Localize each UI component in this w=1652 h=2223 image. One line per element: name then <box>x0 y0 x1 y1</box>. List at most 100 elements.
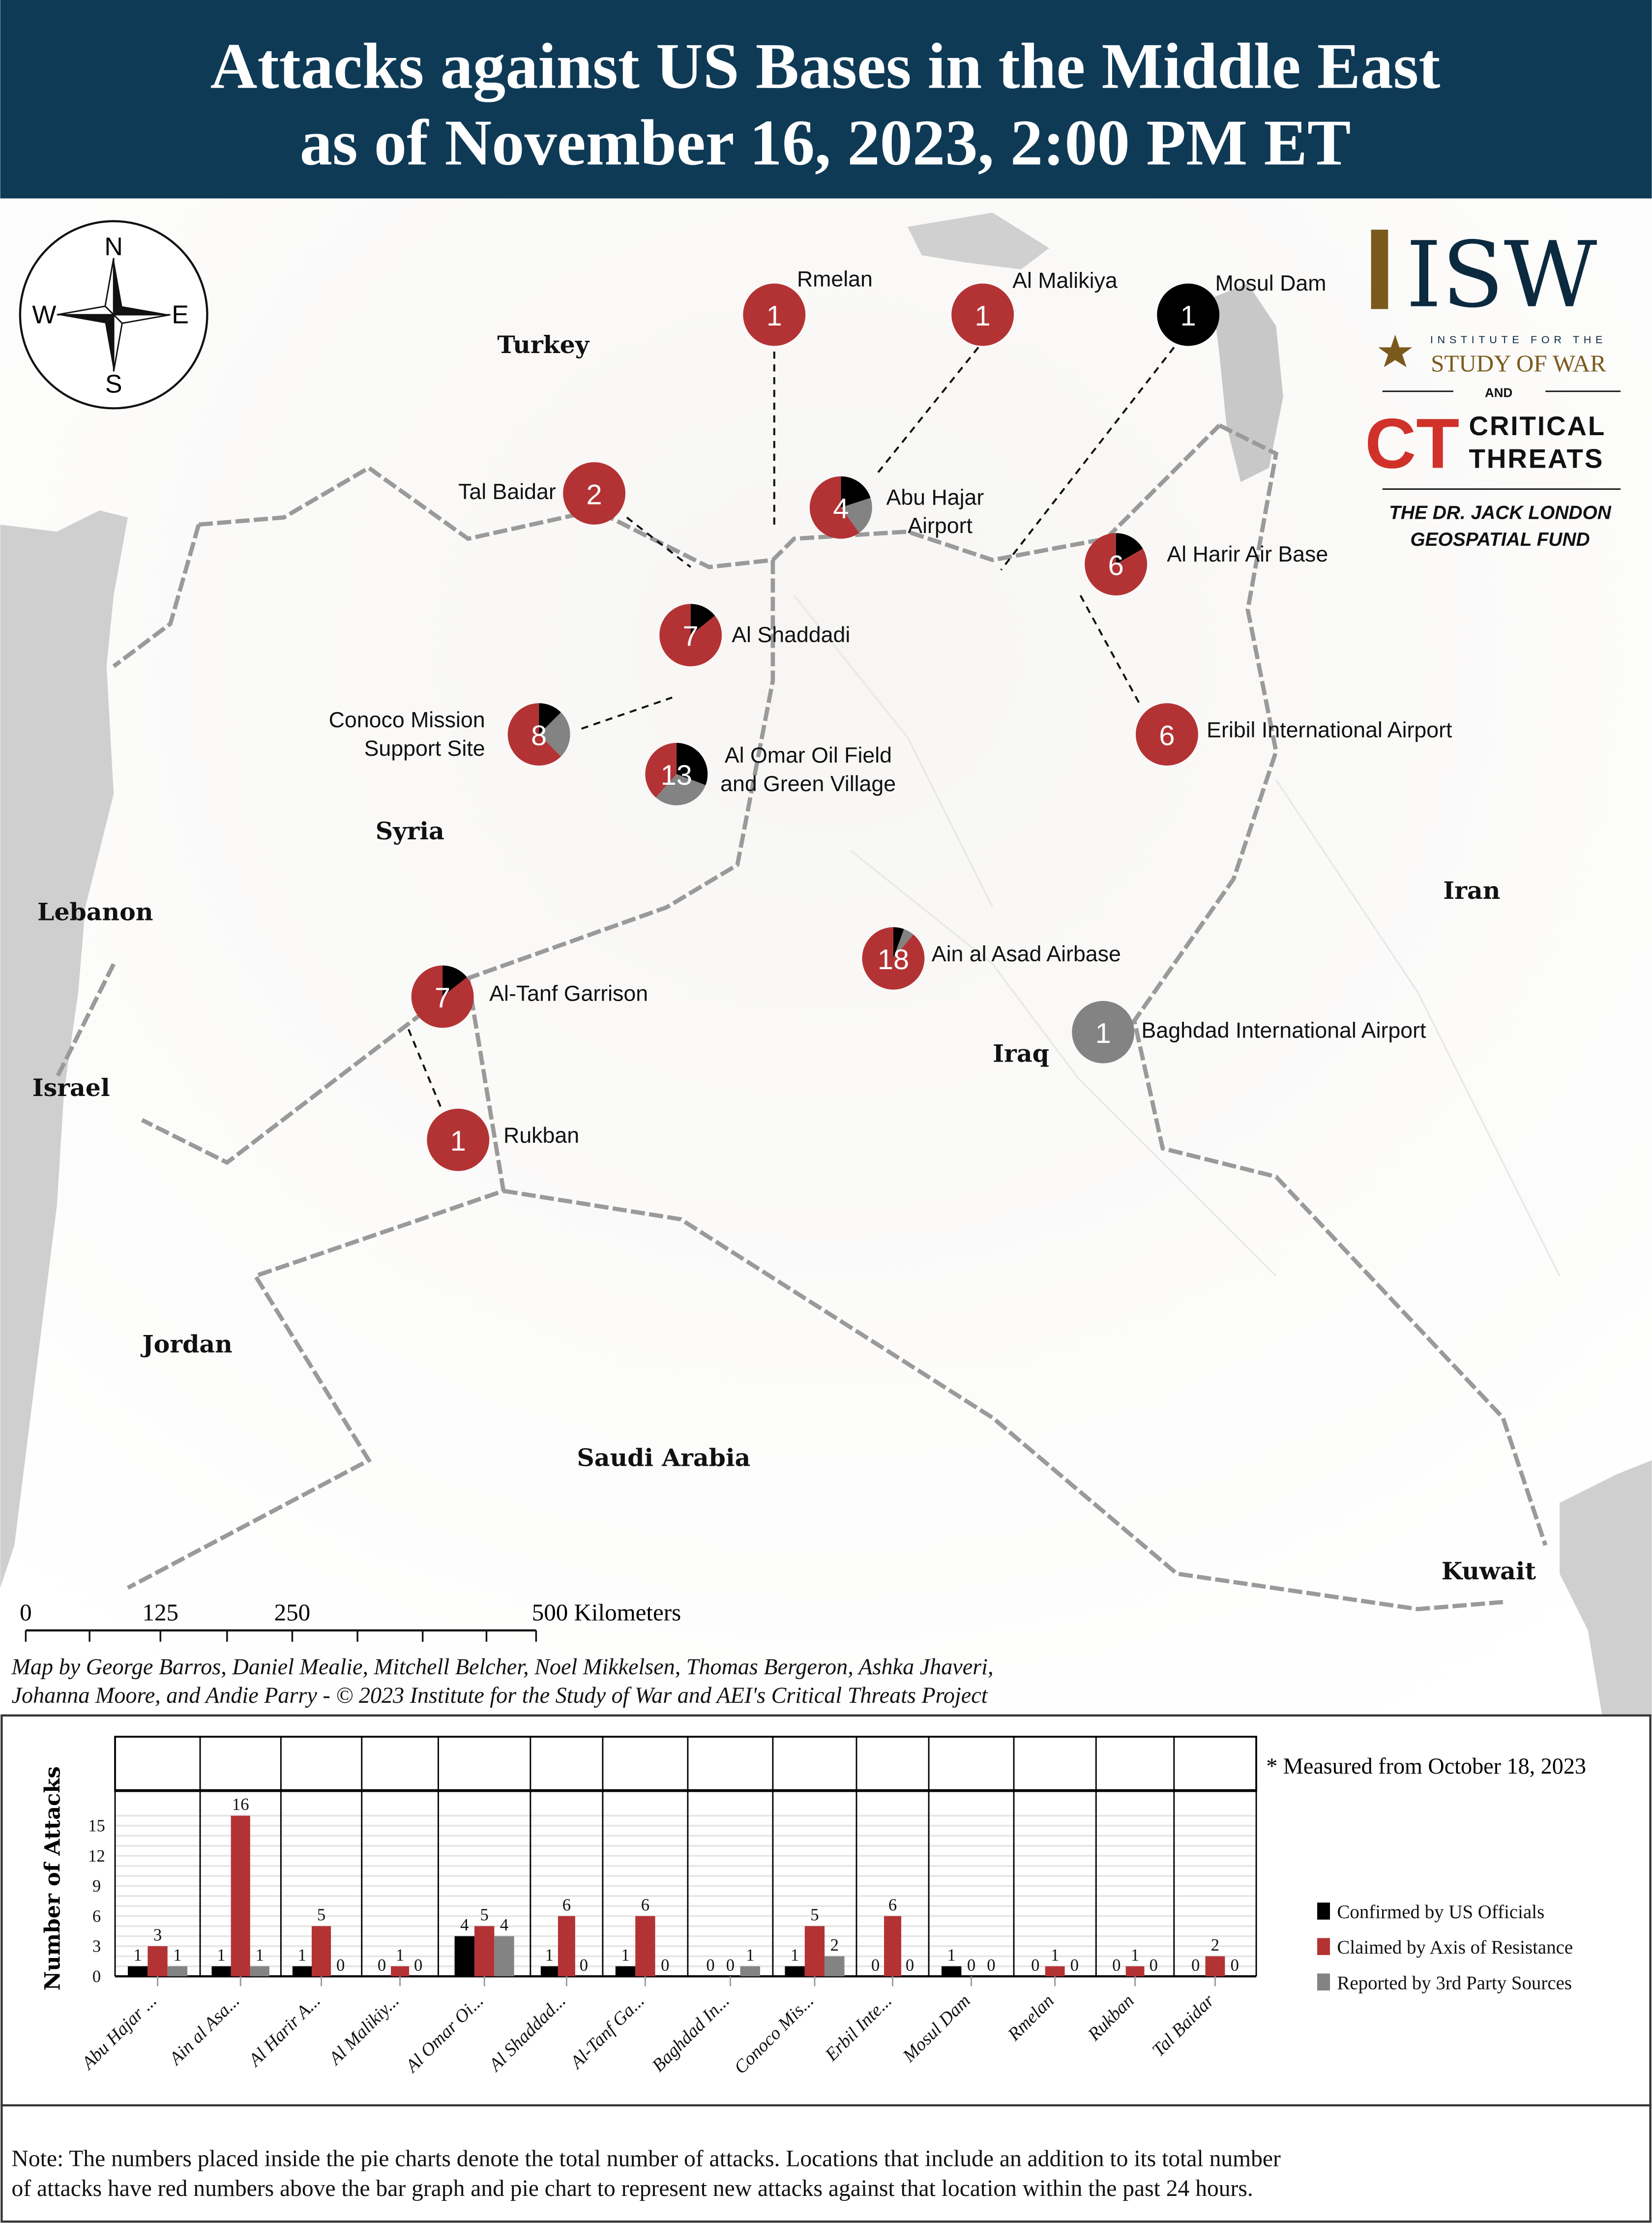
country-label-syria: Syria <box>376 817 444 845</box>
scale-label-125: 125 <box>143 1599 179 1626</box>
bar-value-label: 2 <box>830 1936 839 1955</box>
location-marker-mosul-dam[interactable]: 1 Mosul Dam <box>1157 271 1326 346</box>
country-label-kuwait: Kuwait <box>1442 1557 1536 1585</box>
bar-value-label: 0 <box>706 1956 714 1975</box>
bar <box>231 1815 250 1977</box>
scale-bar: 0 125 250 500 Kilometers <box>20 1599 681 1642</box>
pie-slice <box>645 742 677 798</box>
location-marker-al-harir-air-base[interactable]: 6 Al Harir Air Base <box>1085 533 1328 595</box>
ct-line-1: CRITICAL <box>1469 411 1606 441</box>
location-marker-tal-baidar[interactable]: 2 Tal Baidar <box>458 462 626 525</box>
pie-slice <box>539 703 561 735</box>
bar <box>540 1966 558 1977</box>
country-label-israel: Israel <box>32 1073 110 1102</box>
title-line-1: Attacks against US Bases in the Middle E… <box>210 30 1441 103</box>
y-tick-label: 0 <box>92 1967 101 1986</box>
bar-value-label: 1 <box>1051 1946 1059 1964</box>
leader-line <box>1079 595 1141 705</box>
pie-total: 6 <box>1159 720 1175 751</box>
bar <box>558 1916 575 1977</box>
bar-value-label: 4 <box>500 1916 508 1934</box>
pie-total: 1 <box>1180 300 1196 332</box>
pie-total: 1 <box>450 1126 466 1157</box>
pie-slice <box>563 462 626 525</box>
location-marker-al-omar-oil-field[interactable]: 13 Al Omar Oil Field and Green Village <box>645 742 896 805</box>
pie-slice <box>1135 703 1198 766</box>
bar-value-label: 0 <box>1112 1956 1121 1975</box>
bar-value-label: 1 <box>545 1946 554 1964</box>
country-border <box>198 423 1221 569</box>
location-marker-conoco-mission[interactable]: 8 Conoco Mission Support Site <box>329 703 570 766</box>
country-label-iran: Iran <box>1443 876 1500 905</box>
compass-e: E <box>172 300 189 328</box>
legend-label: Confirmed by US Officials <box>1337 1901 1544 1923</box>
location-label-line-2: Support Site <box>364 737 485 761</box>
province-border <box>793 594 994 908</box>
note-line-1: Note: The numbers placed inside the pie … <box>12 2146 1281 2172</box>
pie-slice <box>655 774 706 805</box>
bar <box>1045 1966 1065 1977</box>
location-marker-al-shaddadi[interactable]: 7 Al Shaddadi <box>659 604 850 667</box>
pie-slice <box>507 703 561 766</box>
location-marker-eribil-international-airport[interactable]: 6 Eribil International Airport <box>1135 703 1452 766</box>
leader-line <box>874 347 979 477</box>
bar <box>615 1966 636 1977</box>
province-border <box>1275 779 1561 1276</box>
pie-slice <box>841 498 872 533</box>
bar-value-label: 1 <box>746 1946 754 1964</box>
legend-swatch <box>1317 1938 1330 1956</box>
location-marker-rukban[interactable]: 1 Rukban <box>427 1108 579 1171</box>
pie-total: 7 <box>435 982 450 1014</box>
bar <box>1205 1956 1225 1977</box>
bar-value-label: 1 <box>621 1946 629 1964</box>
pie-total: 1 <box>767 300 782 332</box>
location-label: Al Shaddadi <box>732 623 850 647</box>
pie-slice <box>841 476 871 508</box>
location-marker-abu-hajar[interactable]: 4 Abu Hajar Airport <box>809 476 984 539</box>
leader-line <box>626 516 691 568</box>
bar-value-label: 0 <box>967 1956 975 1975</box>
location-marker-rmelan[interactable]: 1 Rmelan <box>743 267 873 346</box>
leader-line <box>1000 347 1175 571</box>
location-label: Mosul Dam <box>1215 271 1326 296</box>
country-label-iraq: Iraq <box>993 1039 1049 1068</box>
bar-value-label: 5 <box>317 1906 325 1925</box>
location-label: Rukban <box>503 1124 579 1148</box>
bar-value-label: 0 <box>336 1956 345 1975</box>
pie-total: 2 <box>587 479 602 510</box>
bar <box>148 1946 168 1977</box>
bar <box>391 1966 410 1977</box>
bar-value-label: 0 <box>580 1956 588 1975</box>
location-marker-al-tanf-garrison[interactable]: 7 Al-Tanf Garrison <box>411 965 648 1028</box>
country-border <box>55 963 116 1079</box>
bar-value-label: 2 <box>1211 1936 1219 1955</box>
y-tick-label: 12 <box>88 1847 105 1866</box>
location-marker-ain-al-asad-airbase[interactable]: 18 Ain al Asad Airbase <box>862 927 1121 990</box>
pie-total: 6 <box>1108 550 1124 581</box>
bar-value-label: 4 <box>460 1916 469 1934</box>
pie-total: 4 <box>833 493 849 525</box>
location-label: Baghdad International Airport <box>1142 1019 1426 1043</box>
country-label-saudi-arabia: Saudi Arabia <box>577 1443 750 1472</box>
star-icon <box>1378 334 1413 367</box>
lake-urmia-area <box>907 212 1050 269</box>
bar-value-label: 0 <box>414 1956 422 1975</box>
bar-value-label: 0 <box>906 1956 914 1975</box>
note-panel <box>0 2104 1652 2223</box>
mediterranean-sea <box>0 510 128 1588</box>
country-border <box>141 977 470 1165</box>
bar <box>454 1936 474 1977</box>
y-tick-label: 9 <box>92 1877 101 1896</box>
location-marker-baghdad-international-airport[interactable]: 1 Baghdad International Airport <box>1072 1001 1426 1064</box>
bar <box>804 1926 825 1977</box>
pie-slice <box>427 1108 490 1171</box>
fund-line-1: THE DR. JACK LONDON <box>1389 502 1612 523</box>
location-marker-al-malikiya[interactable]: 1 Al Malikiya <box>951 268 1118 346</box>
compass-w: W <box>32 300 56 328</box>
bar <box>292 1966 312 1977</box>
bar <box>127 1966 148 1977</box>
bar <box>785 1966 805 1977</box>
compass-n: N <box>104 232 122 261</box>
legend-label: Reported by 3rd Party Sources <box>1337 1972 1572 1993</box>
